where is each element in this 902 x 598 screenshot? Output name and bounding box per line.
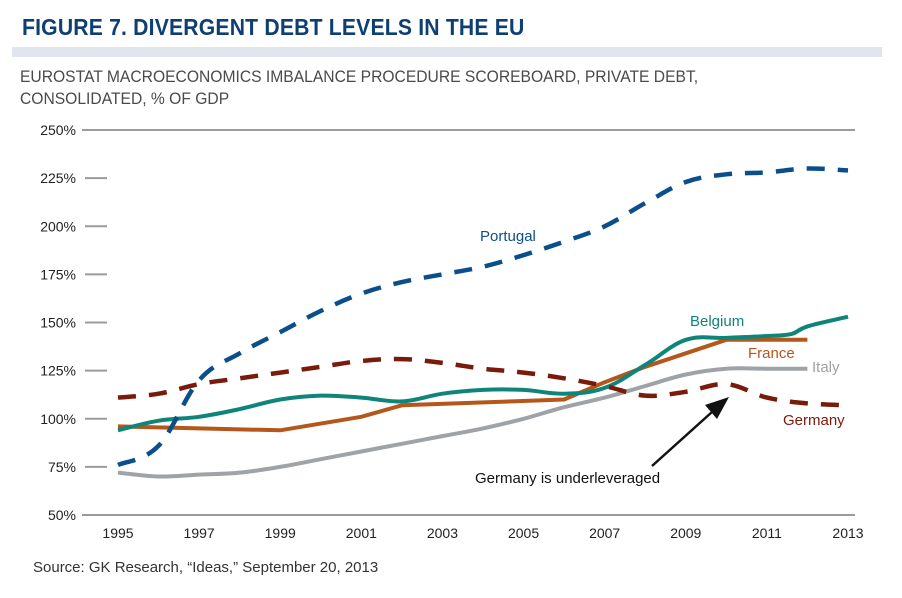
source-note: Source: GK Research, “Ideas,” September … bbox=[33, 559, 379, 576]
y-tick-label: 100% bbox=[40, 411, 76, 427]
figure-title: FIGURE 7. DIVERGENT DEBT LEVELS IN THE E… bbox=[22, 14, 525, 40]
y-axis: 50% 75% 100% 125% 150% 175% 200% 225% 250% bbox=[40, 122, 855, 523]
series-germany bbox=[117, 356, 849, 408]
label-italy: Italy bbox=[812, 359, 840, 376]
series-line-germany bbox=[117, 356, 849, 408]
subtitle-line-1: EUROSTAT MACROECONOMICS IMBALANCE PROCED… bbox=[20, 67, 699, 86]
x-tick-label: 2007 bbox=[589, 525, 620, 541]
label-germany: Germany bbox=[783, 412, 845, 429]
annotation-arrow-line bbox=[651, 411, 713, 467]
label-france: France bbox=[748, 345, 795, 362]
x-tick-label: 2009 bbox=[670, 525, 701, 541]
annotation-arrowhead bbox=[705, 397, 729, 419]
annotation-text: Germany is underleveraged bbox=[475, 470, 660, 487]
y-tick-label: 250% bbox=[40, 122, 76, 138]
x-tick-label: 2005 bbox=[508, 525, 539, 541]
series-line-france bbox=[117, 337, 808, 433]
x-tick-label: 1997 bbox=[184, 525, 215, 541]
y-tick-label: 125% bbox=[40, 363, 76, 379]
subtitle-line-2: CONSOLIDATED, % OF GDP bbox=[20, 89, 230, 108]
x-tick-label: 1999 bbox=[265, 525, 296, 541]
x-tick-label: 2003 bbox=[427, 525, 458, 541]
y-tick-label: 175% bbox=[40, 266, 76, 282]
series-portugal bbox=[117, 166, 849, 468]
y-tick-label: 150% bbox=[40, 315, 76, 331]
series-line-portugal bbox=[117, 166, 849, 468]
series-layer bbox=[117, 166, 849, 479]
title-divider-bar bbox=[12, 47, 882, 57]
y-tick-label: 225% bbox=[40, 170, 76, 186]
label-belgium: Belgium bbox=[690, 313, 744, 330]
annotation-arrow bbox=[651, 397, 729, 467]
y-tick-label: 200% bbox=[40, 218, 76, 234]
series-line-italy bbox=[117, 366, 808, 479]
y-tick-label: 50% bbox=[48, 507, 76, 523]
label-portugal: Portugal bbox=[480, 228, 536, 245]
series-france bbox=[117, 337, 808, 433]
series-line-belgium bbox=[117, 314, 849, 433]
series-belgium bbox=[117, 314, 849, 433]
series-italy bbox=[117, 366, 808, 479]
x-tick-label: 2011 bbox=[752, 525, 782, 541]
y-tick-label: 75% bbox=[48, 459, 76, 475]
x-tick-label: 2013 bbox=[832, 525, 863, 541]
chart-subtitle: EUROSTAT MACROECONOMICS IMBALANCE PROCED… bbox=[20, 66, 848, 110]
x-tick-label: 1995 bbox=[102, 525, 133, 541]
x-tick-label: 2001 bbox=[346, 525, 377, 541]
x-axis: 1995 1997 1999 2001 2003 2005 2007 2009 2011 2013 bbox=[102, 525, 863, 541]
